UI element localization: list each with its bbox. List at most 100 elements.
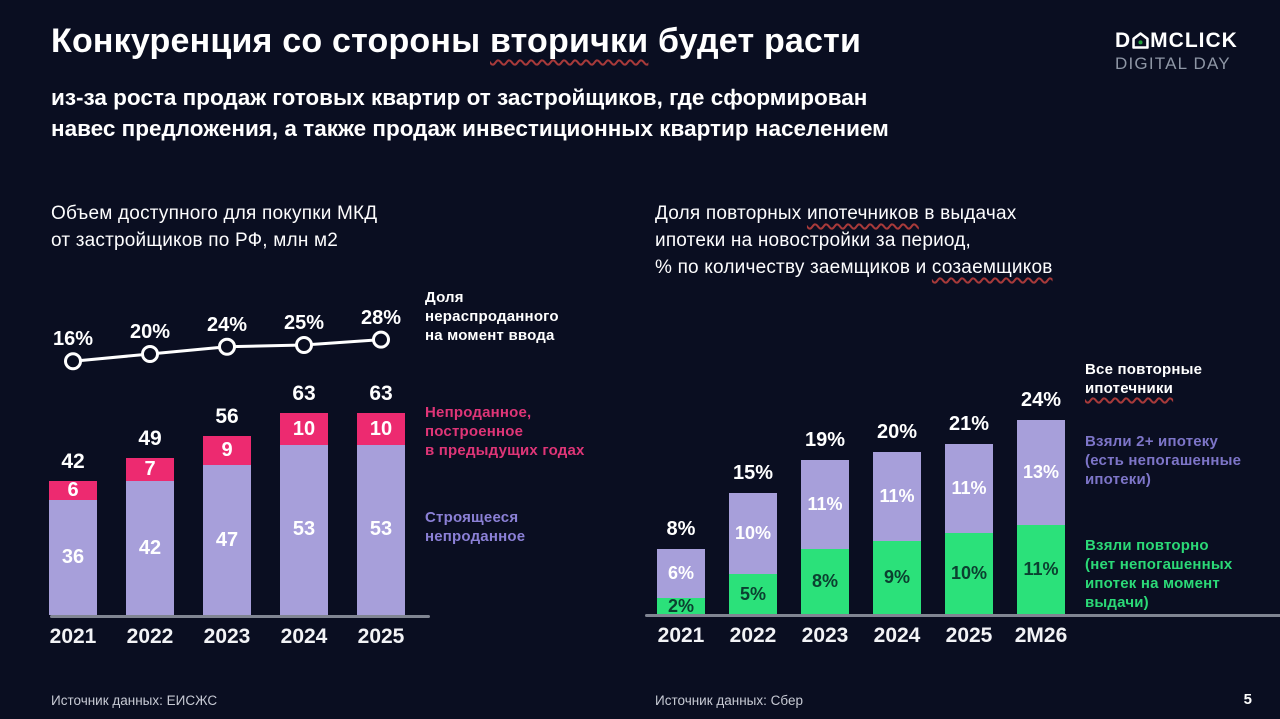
legend-all-repeat-mortgagors: Все повторные ипотечники [1085,360,1280,398]
supply-segment: 9 [203,435,251,465]
right-chart-title: Доля повторных ипотечников в выдачах ипо… [655,200,1115,281]
legend-purple-rest: (есть непогашенные ипотеки) [1085,452,1242,488]
repeat-mortgage-segment-label: 11% [807,494,843,515]
right-title-underlined-2: созаемщиков [931,257,1053,278]
logo-text-pre: D [1115,29,1132,52]
supply-total-label: 63 [292,382,316,406]
repeat-mortgage-segment: 11% [1017,524,1065,614]
legend-under-construction: Строящееся непроданное [425,509,526,545]
supply-total-label: 42 [61,449,85,473]
repeat-mortgage-segment-label: 10% [734,522,772,543]
repeat-mortgage-segment-label: 11% [879,486,915,506]
supply-x-label: 2021 [49,625,97,648]
source-right: Источник данных: Сбер [655,693,803,708]
supply-chart: 36 6 42 2021 42 7 49 2022 47 9 56 2023 53 10 63 2024 53 1… [49,290,430,650]
subtitle-line-1: из-за роста продаж готовых квартир от за… [51,85,868,110]
repeat-mortgage-segment-label: 5% [739,583,766,604]
supply-segment-label: 10 [369,418,393,441]
repeat-mortgage-segment: 5% [729,573,777,614]
supply-total-label: 56 [215,404,239,428]
legend-all-line1: Все повторные [1085,361,1203,378]
page-number: 5 [1243,691,1252,708]
repeat-mortgage-total-label: 8% [666,518,696,541]
repeat-mortgage-segment: 11% [873,452,921,542]
subtitle-line-2: навес предложения, а также продаж инвест… [51,116,889,141]
legend-green-bold: Взяли повторно [1085,537,1209,554]
repeat-mortgage-segment: 11% [801,460,849,550]
supply-segment-label: 53 [292,518,316,541]
supply-x-label: 2023 [203,625,251,648]
supply-segment: 36 [49,499,97,615]
repeat-mortgage-x-label: 2021 [657,624,705,647]
repeat-mortgage-segment: 2% [657,595,705,616]
repeat-mortgage-segment: 6% [657,549,705,598]
supply-line-point-label: 16% [52,328,94,351]
supply-line-point-label: 20% [129,321,171,343]
right-title-p2: в выдачах [918,203,1017,224]
repeat-mortgage-segment: 8% [801,549,849,614]
left-chart-axis [50,615,430,618]
repeat-mortgage-segment-label: 9% [883,567,910,588]
supply-segment: 6 [49,478,97,501]
domclick-logo: D MCLICK DIGITAL DAY [1115,30,1238,72]
repeat-mortgage-total-label: 19% [804,429,846,452]
supply-segment-label: 36 [61,545,85,568]
supply-segment: 10 [280,413,328,446]
supply-line-overlay [64,330,390,371]
repeat-mortgage-segment-label: 10% [950,563,988,583]
legend-purple-bold: Взяли 2+ ипотеку [1085,433,1219,450]
left-chart-title: Объем доступного для покупки МКД от заст… [51,200,471,254]
repeat-mortgage-segment: 13% [1017,419,1065,525]
repeat-mortgage-chart: 2% 6% 8% 2021 5% 10% 15% 2022 8% 11% 19% 2023 9% 11% 2… [645,370,1280,655]
right-title-underlined-1: ипотечников [806,203,919,224]
repeat-mortgage-x-label: 2022 [729,624,777,647]
repeat-mortgage-segment-label: 2% [667,595,694,616]
repeat-mortgage-segment: 10% [729,492,777,574]
repeat-mortgage-total-label: 21% [948,412,990,435]
slide-subtitle: из-за роста продаж готовых квартир от за… [51,82,1071,144]
repeat-mortgage-x-label: 2М26 [1014,624,1068,647]
left-chart-title-line1: Объем доступного для покупки МКД [51,203,378,224]
supply-line-point-label: 28% [360,306,402,329]
supply-segment-label: 7 [144,458,156,481]
supply-line-point-label: 25% [283,312,325,334]
domclick-logo-event: DIGITAL DAY [1115,54,1231,73]
supply-total-label: 63 [369,382,393,406]
supply-segment-label: 47 [215,528,239,551]
repeat-mortgage-total-label: 24% [1020,388,1062,411]
repeat-mortgage-x-label: 2025 [945,624,993,647]
supply-x-label: 2022 [126,625,174,648]
legend-two-plus-mortgages: Взяли 2+ ипотеку (есть непогашенные ипот… [1085,432,1280,489]
right-title-line2: ипотеки на новостройки за период, [655,230,972,251]
repeat-mortgage-segment-label: 11% [951,477,987,498]
repeat-mortgage-segment-label: 11% [1023,558,1059,579]
supply-segment: 42 [126,480,174,615]
repeat-mortgage-segment-label: 8% [811,571,838,592]
page-title: Конкуренция со стороны вторички будет ра… [51,22,1051,61]
repeat-mortgage-segment-label: 6% [667,563,694,584]
supply-segment: 53 [280,445,328,615]
repeat-mortgage-segment: 10% [945,533,993,614]
title-underlined-word: вторички [490,22,649,60]
legend-unsold-built: Непроданное, построенное в предыдущих го… [425,404,585,459]
source-left: Источник данных: ЕИСЖС [51,693,218,708]
supply-segment: 10 [357,413,405,446]
supply-x-label: 2024 [280,625,328,648]
supply-segment-label: 9 [221,438,233,461]
supply-line-point-label: 24% [206,313,248,336]
repeat-mortgage-segment-label: 13% [1022,461,1060,482]
supply-segment-label: 6 [67,478,79,501]
house-icon [1132,32,1149,49]
repeat-mortgage-x-label: 2024 [873,624,921,647]
supply-segment-label: 53 [369,518,393,541]
repeat-mortgage-total-label: 20% [876,421,918,443]
right-title-p1: Доля повторных [655,203,807,224]
supply-segment: 7 [126,458,174,481]
repeat-mortgage-segment: 9% [873,541,921,614]
title-text-post: будет расти [648,22,862,60]
supply-x-label: 2025 [357,625,405,648]
legend-green-rest: (нет непогашенных ипотек на момент выдач… [1085,556,1233,611]
supply-segment: 47 [203,464,251,615]
title-text-pre: Конкуренция со стороны [51,22,490,60]
